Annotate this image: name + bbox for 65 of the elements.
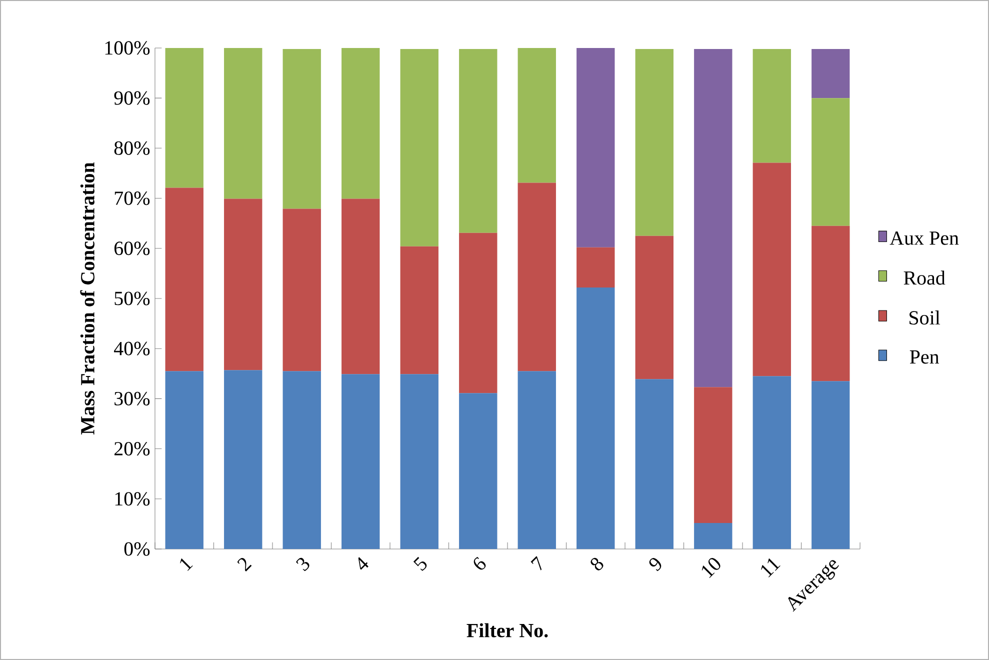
bar (400, 246, 438, 374)
y-tick-label: 10% (115, 492, 150, 506)
x-tick-label: 4 (358, 557, 368, 570)
x-tick-label: 9 (649, 558, 662, 572)
bar (694, 522, 732, 550)
x-tick-label: 8 (590, 558, 604, 570)
bar (576, 287, 615, 550)
y-axis-title: Mass Fraction of Concentration (80, 162, 94, 435)
legend-label: Soil (910, 310, 940, 325)
bar (812, 48, 850, 98)
y-tick-label: 70% (114, 192, 150, 206)
bar (165, 188, 204, 372)
bar (282, 48, 321, 209)
x-tick-label: 5 (413, 556, 427, 571)
bar (224, 198, 262, 370)
bar (165, 371, 204, 550)
y-tick-label: 80% (114, 141, 150, 155)
bar (224, 48, 262, 199)
bar (694, 387, 732, 523)
bar (812, 226, 850, 382)
y-tick-label: 20% (114, 442, 150, 456)
x-tick-label: 7 (530, 556, 542, 570)
bar (576, 48, 615, 248)
y-tick-label: 50% (114, 292, 150, 306)
y-tick-label: 100% (105, 41, 150, 55)
x-axis-title: Filter No. (466, 623, 548, 638)
x-tick-label: 10 (702, 558, 720, 578)
bar (342, 374, 380, 550)
y-tick-label: 0% (124, 542, 150, 556)
bar (459, 48, 498, 233)
bar (518, 182, 556, 372)
bar (400, 374, 438, 550)
bar (282, 208, 321, 372)
bar (518, 48, 556, 183)
bar (459, 232, 498, 394)
bar (518, 371, 556, 550)
bar (635, 379, 674, 550)
bar (224, 370, 262, 550)
y-tick-label: 90% (114, 91, 150, 105)
legend-label: Pen (910, 350, 940, 364)
bar (812, 381, 850, 550)
y-tick-label: 30% (114, 392, 150, 406)
legend-label: Road (904, 270, 946, 285)
bar (635, 236, 674, 380)
y-tick-label: 40% (114, 342, 150, 356)
x-tick-label: 2 (237, 558, 252, 572)
bar (694, 48, 732, 388)
bar (635, 48, 674, 236)
legend-label: Aux Pen (890, 231, 959, 245)
bar (400, 48, 438, 246)
y-tick-label: 60% (114, 242, 150, 256)
bar (576, 247, 615, 288)
bar (459, 393, 498, 550)
bar (752, 376, 791, 550)
bar (812, 98, 850, 226)
bar (752, 162, 791, 376)
bar (342, 198, 380, 374)
bar (282, 371, 321, 550)
x-tick-label: 3 (296, 558, 310, 572)
x-tick-label: 1 (180, 558, 193, 571)
bar (752, 48, 791, 163)
bar (342, 48, 380, 199)
x-tick-label: 6 (474, 556, 486, 570)
bar (165, 48, 204, 188)
x-tick-label: 11 (761, 558, 780, 578)
